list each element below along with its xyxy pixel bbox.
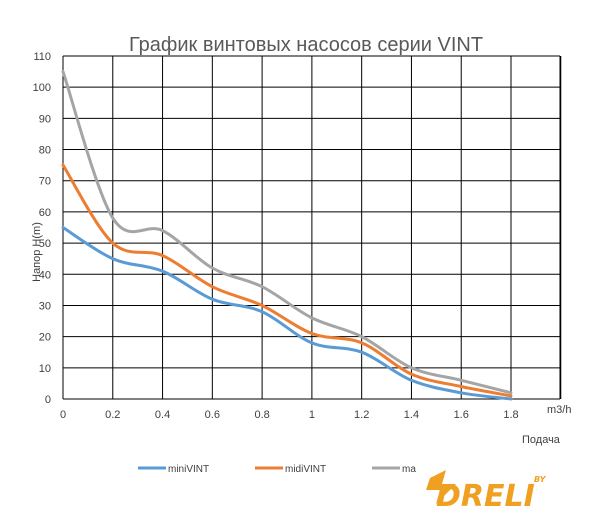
series-line-midiVINT	[61, 163, 513, 398]
logo-badge: BY	[534, 475, 547, 484]
x-tick-labels: 0 0.2 0.4 0.6 0.8 1 1.2 1.4 1.6 1.8	[60, 409, 519, 421]
y-tick-labels: 0 10 20 30 40 50 60 70 80 90 100 110	[33, 51, 51, 406]
grid	[62, 55, 562, 400]
x-tick-label: 0.6	[205, 409, 220, 421]
legend-label: ma	[402, 464, 416, 475]
drill-mark	[426, 470, 456, 504]
series	[61, 70, 513, 401]
y-tick-label: 50	[39, 238, 51, 250]
y-tick-label: 40	[39, 269, 51, 281]
y-tick-label: 80	[39, 145, 51, 157]
x-tick-label: 0.8	[254, 409, 269, 421]
y-tick-label: 110	[33, 51, 51, 63]
y-tick-label: 0	[45, 394, 51, 406]
y-tick-label: 10	[39, 363, 51, 375]
legend-label: miniVINT	[168, 464, 209, 475]
y-tick-label: 60	[39, 207, 51, 219]
series-line-miniVINT	[61, 226, 513, 401]
y-tick-label: 90	[39, 113, 51, 125]
x-tick-label: 1	[309, 409, 315, 421]
chart-title: График винтовых насосов серии VINT	[129, 34, 483, 56]
dreli-logo: DRELI BY	[424, 468, 554, 514]
series-line-ma	[61, 70, 513, 395]
y-axis-label: Напор H(m)	[31, 222, 43, 282]
x-tick-label: 0.2	[105, 409, 120, 421]
y-tick-label: 20	[39, 332, 51, 344]
x-tick-label: 0	[60, 409, 66, 421]
y-tick-label: 70	[39, 176, 51, 188]
x-tick-label: 1.8	[503, 409, 518, 421]
legend: miniVINT midiVINT ma	[138, 464, 416, 475]
y-tick-label: 100	[33, 82, 51, 94]
x-unit-label: m3/h	[547, 404, 571, 416]
legend-label: midiVINT	[285, 464, 326, 475]
x-tick-label: 1.2	[354, 409, 369, 421]
y-tick-label: 30	[39, 300, 51, 312]
x-axis-label: Подача	[522, 434, 561, 446]
x-tick-label: 0.4	[155, 409, 170, 421]
logo-text: DRELI	[436, 479, 535, 514]
x-tick-label: 1.4	[404, 409, 419, 421]
x-tick-label: 1.6	[454, 409, 469, 421]
